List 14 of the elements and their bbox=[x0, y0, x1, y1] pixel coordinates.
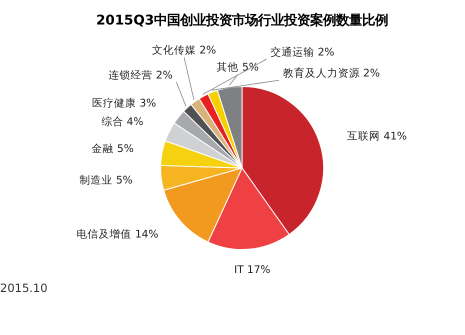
slice-label: 电信及增值 14% bbox=[76, 228, 158, 241]
slice-label: IT 17% bbox=[234, 264, 270, 276]
slice-label: 互联网 41% bbox=[347, 130, 407, 143]
slice-label: 制造业 5% bbox=[80, 173, 133, 186]
chart-title: 2015Q3中国创业投资市场行业投资案例数量比例 bbox=[96, 12, 388, 29]
slice-label: 医疗健康 3% bbox=[92, 96, 156, 110]
slice-label: 综合 4% bbox=[101, 115, 144, 128]
slice-label: 金融 5% bbox=[92, 142, 134, 155]
slice-label: 文化传媒 2% bbox=[152, 43, 216, 56]
slice-label: 教育及人力资源 2% bbox=[282, 66, 380, 80]
slice-label: 其他 5% bbox=[216, 60, 259, 74]
slice-label: 交通运输 2% bbox=[270, 45, 334, 58]
slice-label: 连锁经营 2% bbox=[108, 68, 173, 82]
text: 2015.10 bbox=[0, 281, 48, 296]
